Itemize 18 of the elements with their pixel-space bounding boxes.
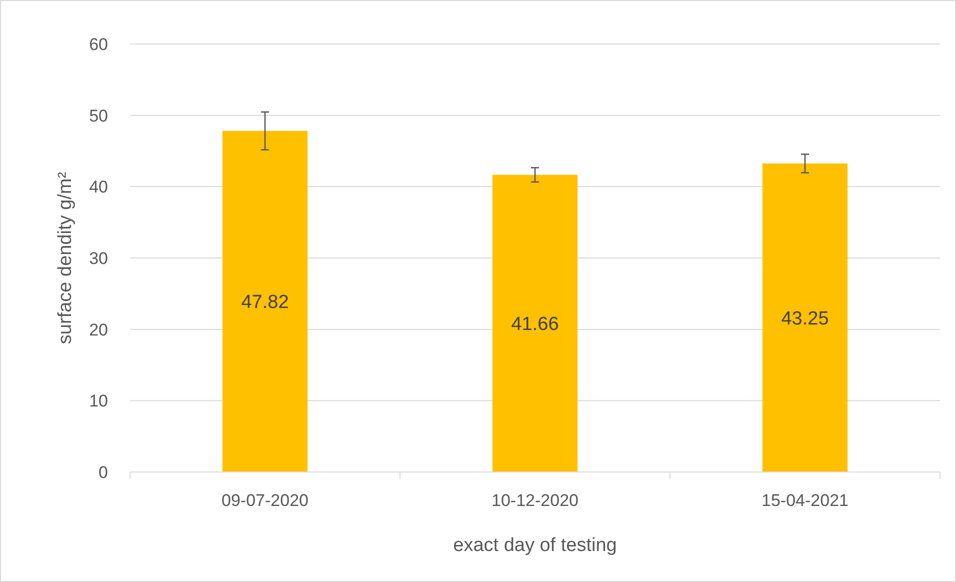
y-tick-label: 0 [98, 462, 108, 482]
y-tick-label: 30 [89, 248, 108, 268]
y-tick-label: 10 [89, 392, 108, 411]
bar [492, 174, 578, 472]
data-label: 47.82 [241, 292, 289, 314]
y-axis-title: surface dendity g/m² [55, 172, 76, 344]
y-tick-label: 60 [89, 34, 108, 54]
x-tick-label: 10-12-2020 [492, 491, 578, 510]
x-axis-title: exact day of testing [453, 535, 617, 556]
bar [222, 130, 308, 472]
data-label: 41.66 [511, 314, 559, 336]
x-tick-label: 09-07-2020 [222, 491, 308, 510]
x-tick-label: 15-04-2021 [762, 491, 848, 510]
y-tick-label: 40 [89, 178, 108, 197]
bar [762, 163, 848, 472]
y-tick-label: 50 [89, 106, 108, 126]
data-label: 43.25 [781, 308, 829, 330]
y-tick-label: 20 [89, 320, 108, 340]
